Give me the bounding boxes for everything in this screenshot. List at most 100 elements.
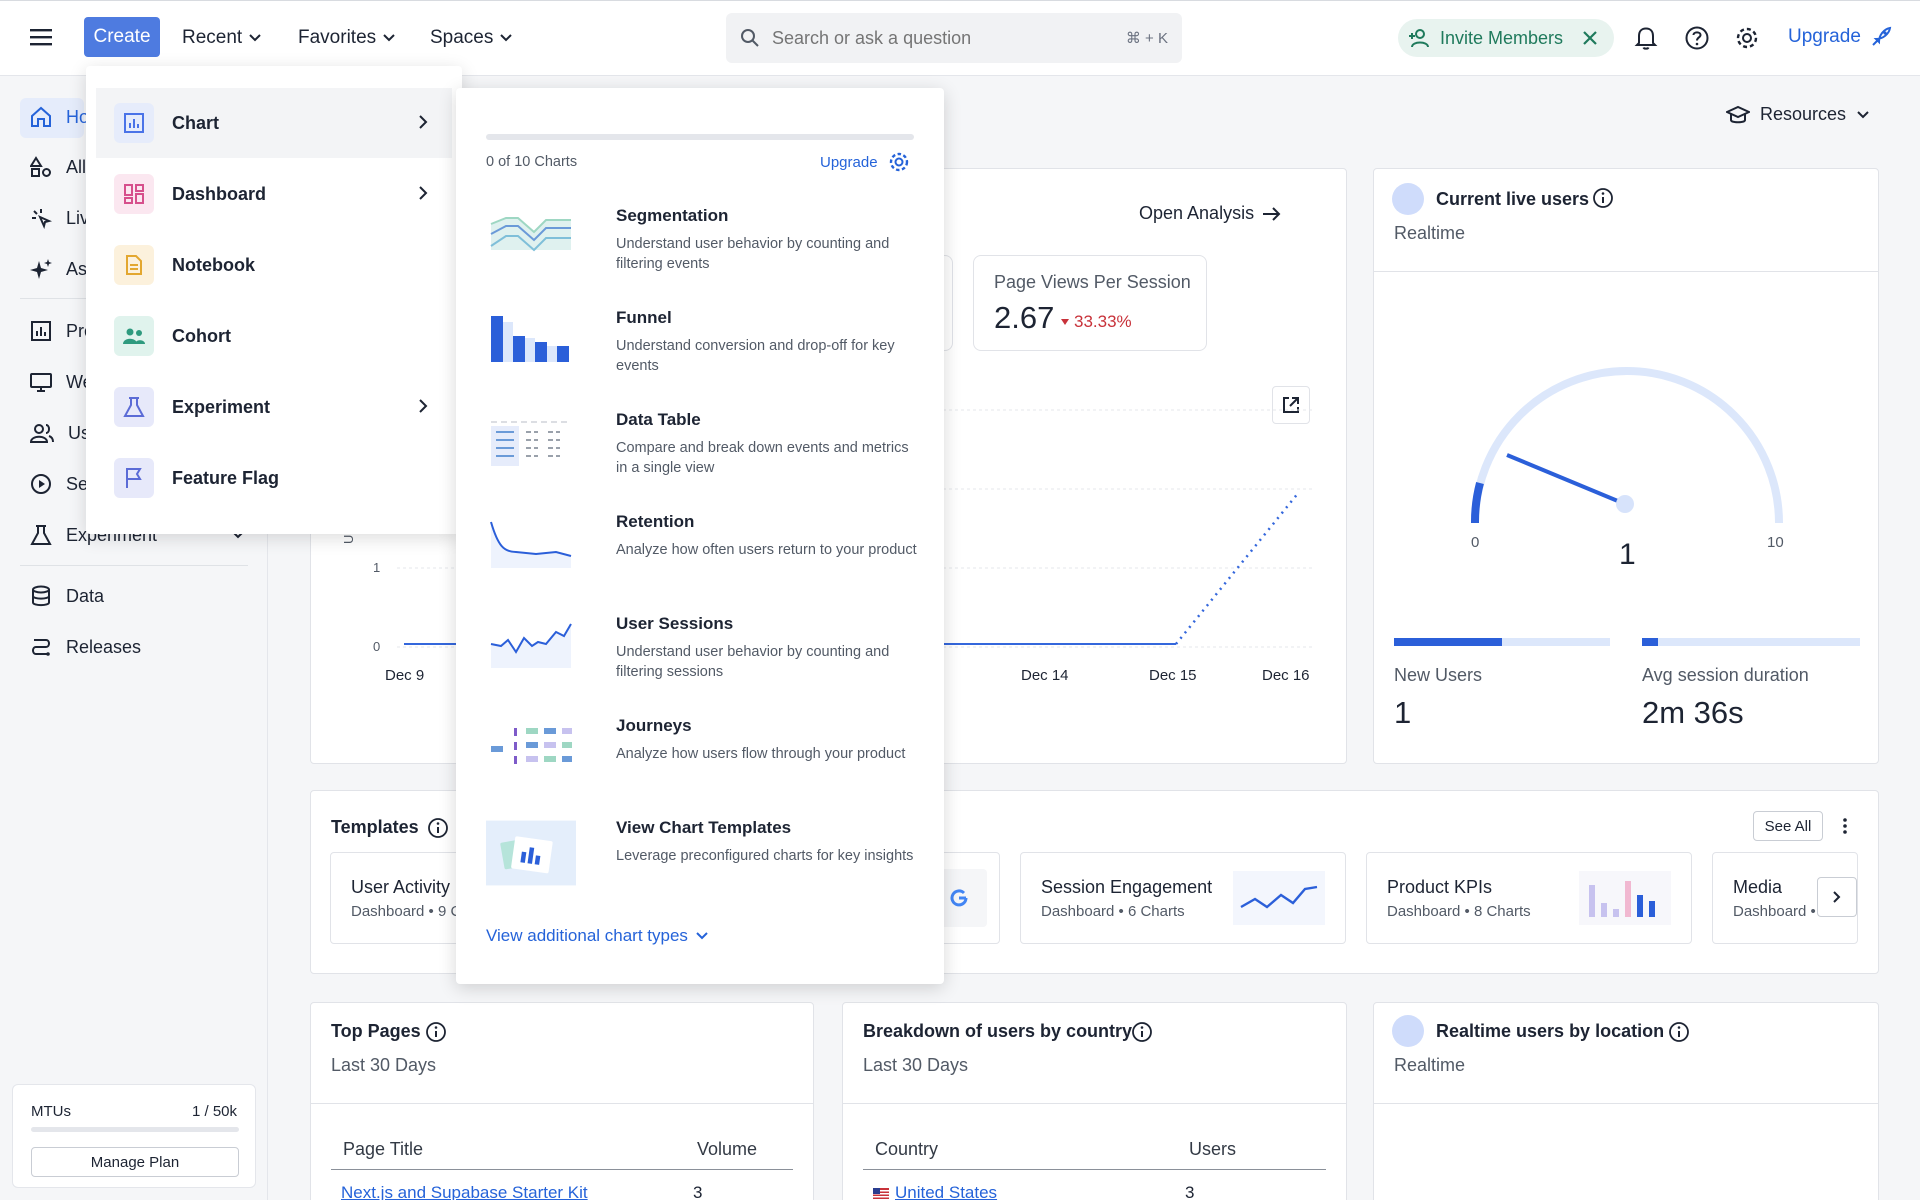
cohort-icon: [123, 328, 145, 344]
help-icon[interactable]: [1684, 25, 1710, 51]
new-users-value: 1: [1394, 695, 1412, 730]
pageviews-stat-box[interactable]: Page Views Per Session 2.67 33.33%: [973, 255, 1207, 351]
resources-button[interactable]: Resources: [1726, 104, 1870, 125]
gauge-max: 10: [1767, 534, 1784, 551]
sidebar-item-live[interactable]: Liv: [30, 207, 89, 229]
location-subtitle: Realtime: [1394, 1055, 1466, 1075]
sidebar-item-web[interactable]: We: [30, 371, 93, 393]
templates-next-button[interactable]: [1817, 877, 1857, 917]
mtu-label: MTUs: [31, 1103, 71, 1120]
chart-upgrade-link[interactable]: Upgrade: [820, 151, 910, 173]
template-subtitle: Dashboard • 8 Charts: [1387, 903, 1531, 920]
sidebar-item-users[interactable]: Us: [30, 422, 90, 444]
chart-type-funnel[interactable]: Funnel Understand conversion and drop-of…: [486, 308, 926, 398]
chart-type-name: User Sessions: [616, 614, 734, 633]
chart-type-templates[interactable]: View Chart Templates Leverage preconfigu…: [486, 818, 926, 908]
sidebar-item-data[interactable]: Data: [30, 585, 104, 607]
card-divider: [1374, 1103, 1878, 1104]
flask-icon: [123, 397, 145, 417]
upgrade-button[interactable]: Upgrade: [1788, 25, 1893, 49]
gauge-track: [1471, 367, 1783, 524]
chevron-down-icon: [383, 34, 395, 42]
country-title: Breakdown of users by country: [863, 1021, 1133, 1041]
invite-members-button[interactable]: Invite Members: [1398, 19, 1614, 57]
info-icon[interactable]: [1131, 1021, 1153, 1043]
gear-icon[interactable]: [1734, 25, 1760, 51]
info-icon[interactable]: [1592, 187, 1614, 209]
create-menu-notebook[interactable]: Notebook: [96, 230, 452, 300]
create-menu-icon-box: [114, 103, 154, 143]
play-circle-icon: [31, 474, 51, 494]
sidebar-item-sessions[interactable]: Se: [30, 473, 88, 495]
sidebar-item-label: Se: [66, 473, 89, 494]
chart-type-retention[interactable]: Retention Analyze how often users return…: [486, 512, 926, 602]
chart-type-journeys[interactable]: Journeys Analyze how users flow through …: [486, 716, 926, 806]
gauge-needle: [1506, 453, 1626, 506]
live-users-subtitle: Realtime: [1394, 223, 1466, 243]
page-title-link[interactable]: Next.js and Supabase Starter Kit: [341, 1183, 588, 1200]
stat-label: Page Views Per Session: [994, 272, 1191, 292]
col-header-country: Country: [875, 1139, 939, 1159]
search-input[interactable]: [772, 27, 1114, 49]
search-icon: [741, 29, 759, 47]
spaces-menu-button[interactable]: Spaces: [430, 27, 513, 49]
info-icon[interactable]: [425, 1021, 447, 1043]
chart-type-user-sessions[interactable]: User Sessions Understand user behavior b…: [486, 614, 926, 704]
more-vertical-icon[interactable]: [1842, 817, 1848, 835]
mtu-value: 1 / 50k: [191, 1103, 237, 1120]
gear-icon[interactable]: [888, 151, 910, 173]
series-line-dotted: [1175, 491, 1300, 645]
sidebar-item-assistant[interactable]: As: [30, 258, 87, 280]
live-users-title: Current live users: [1436, 189, 1590, 209]
manage-plan-label: Manage Plan: [90, 1153, 180, 1171]
template-product-kpis[interactable]: Product KPIs Dashboard • 8 Charts: [1366, 852, 1692, 944]
create-menu-label: Cohort: [172, 325, 231, 346]
template-session-engagement[interactable]: Session Engagement Dashboard • 6 Charts: [1020, 852, 1346, 944]
sidebar-item-all[interactable]: All: [30, 156, 86, 178]
create-button[interactable]: Create: [84, 17, 160, 57]
releases-icon: [32, 639, 50, 656]
chart-type-segmentation[interactable]: Segmentation Understand user behavior by…: [486, 206, 926, 296]
new-users-bar: [1394, 638, 1610, 646]
bell-icon[interactable]: [1634, 25, 1660, 51]
manage-plan-button[interactable]: Manage Plan: [31, 1147, 239, 1177]
info-icon[interactable]: [427, 817, 449, 839]
sidebar-item-home[interactable]: Ho: [30, 106, 89, 128]
see-all-button[interactable]: See All: [1753, 811, 1823, 841]
view-additional-chart-types-link[interactable]: View additional chart types: [486, 926, 708, 946]
sidebar-item-product[interactable]: Pro: [30, 320, 94, 342]
chart-type-desc: Understand conversion and drop-off for k…: [616, 338, 895, 374]
country-link[interactable]: United States: [895, 1183, 998, 1200]
close-icon[interactable]: [1581, 29, 1599, 47]
see-all-label: See All: [1764, 817, 1812, 835]
sidebar-item-label: Liv: [66, 207, 90, 228]
template-subtitle: Dashboard • 9 C: [351, 903, 462, 920]
chart-type-data-table[interactable]: Data Table Compare and break down events…: [486, 410, 926, 500]
sidebar-item-releases[interactable]: Releases: [30, 636, 141, 658]
sidebar-item-label: Releases: [66, 636, 142, 657]
template-media[interactable]: Media Dashboard •: [1712, 852, 1858, 944]
invite-members-label: Invite Members: [1440, 27, 1564, 48]
info-icon[interactable]: [1668, 1021, 1690, 1043]
notebook-icon: [126, 255, 142, 275]
country-row[interactable]: United States: [873, 1183, 997, 1200]
recent-menu-button[interactable]: Recent: [182, 27, 262, 49]
search-shortcut: ⌘ + K: [1125, 30, 1168, 47]
user-sessions-icon: [490, 623, 572, 668]
create-menu-chart[interactable]: Chart: [96, 88, 452, 158]
location-title: Realtime users by location: [1436, 1021, 1665, 1041]
x-tick-label: Dec 9: [385, 667, 424, 684]
chevron-right-icon: [419, 186, 428, 200]
create-menu-cohort[interactable]: Cohort: [96, 301, 452, 371]
hamburger-menu-icon[interactable]: [30, 27, 52, 47]
template-subtitle: Dashboard • 6 Charts: [1041, 903, 1185, 920]
open-analysis-link[interactable]: Open Analysis: [1139, 203, 1282, 224]
favorites-menu-button[interactable]: Favorites: [298, 27, 396, 49]
live-indicator: [1392, 183, 1424, 215]
create-menu-experiment[interactable]: Experiment: [96, 372, 452, 442]
home-icon: [31, 106, 51, 127]
search-bar[interactable]: ⌘ + K: [726, 13, 1182, 63]
create-menu-dashboard[interactable]: Dashboard: [96, 159, 452, 229]
create-menu-feature-flag[interactable]: Feature Flag: [96, 443, 452, 513]
create-menu: Chart Dashboard Notebook Cohort Experime…: [86, 66, 462, 534]
